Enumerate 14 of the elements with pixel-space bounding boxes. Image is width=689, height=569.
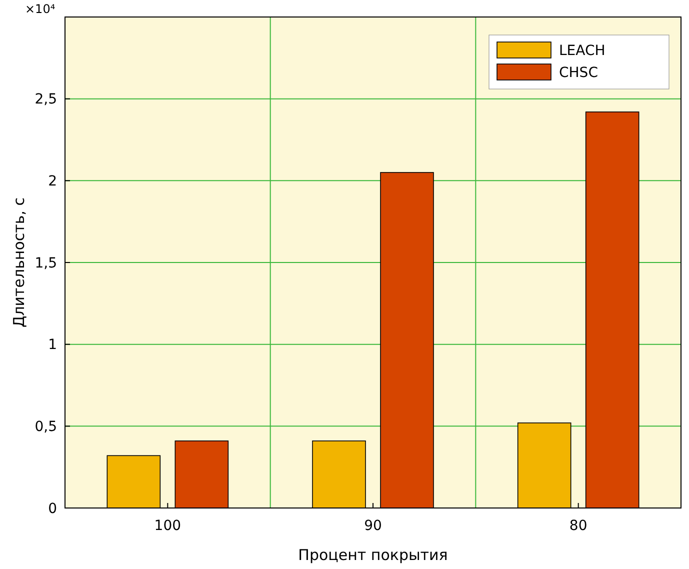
x-tick-label: 90: [364, 518, 382, 534]
y-tick-label: 2: [48, 174, 57, 190]
y-tick-label: 0,5: [34, 419, 57, 436]
x-tick-label: 100: [154, 518, 182, 534]
x-axis-title: Процент покрытия: [298, 546, 448, 564]
y-tick-label: 1,5: [34, 255, 57, 272]
x-tick-label: 80: [569, 518, 588, 534]
legend-label: CHSC: [559, 64, 598, 81]
legend-label: LEACH: [559, 42, 606, 59]
text: ×10⁴: [25, 2, 56, 16]
y-axis-title: Длительность, с: [10, 197, 28, 328]
y-tick-label: 1: [48, 337, 57, 354]
y-tick-label: 0: [48, 500, 57, 517]
y-tick-label: 2,5: [34, 92, 57, 108]
